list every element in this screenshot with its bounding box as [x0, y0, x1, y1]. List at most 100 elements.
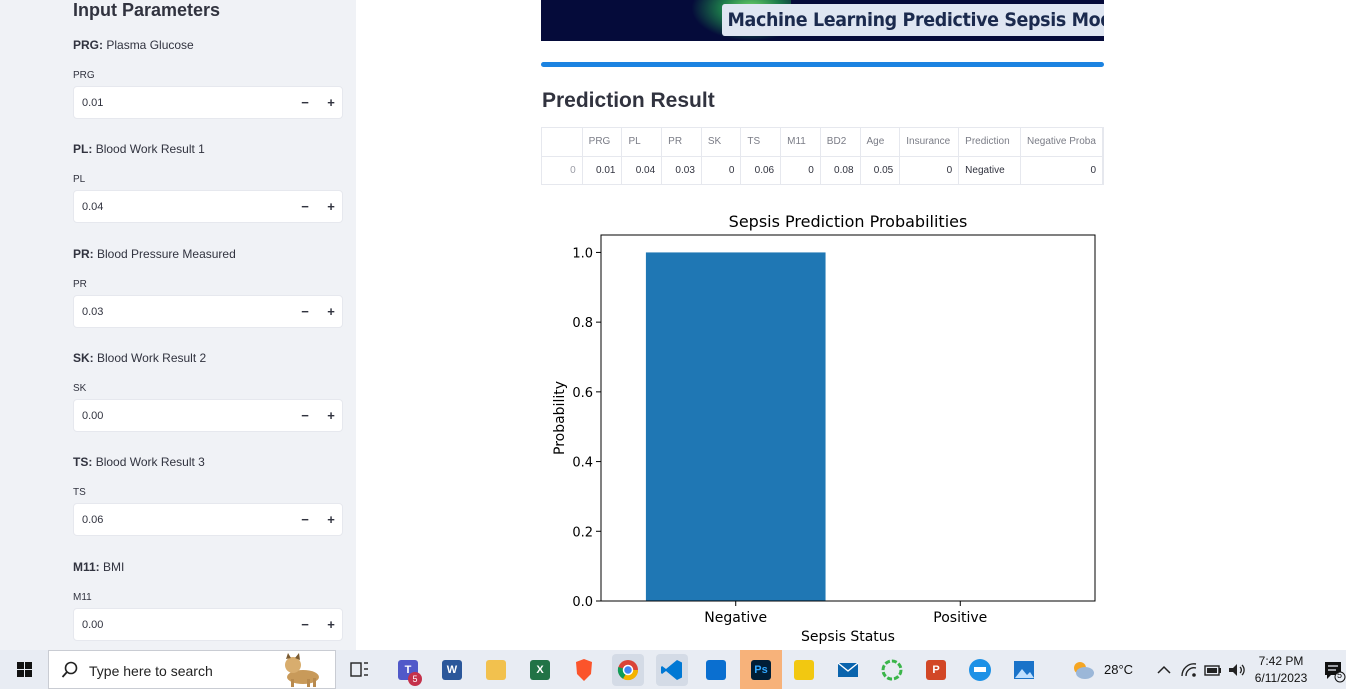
vscode-icon[interactable]: [656, 654, 688, 686]
sepsis-probability-chart: Sepsis Prediction Probabilities 0.0 0.2 0.4…: [552, 212, 1096, 645]
file-explorer-icon[interactable]: [480, 654, 512, 686]
increment-button[interactable]: +: [327, 304, 335, 319]
param-m11: M11: BMI M11 0.00 − +: [73, 560, 343, 650]
prediction-dataframe[interactable]: PRG PL PR SK TS M11 BD2 Age Insurance Pr…: [541, 127, 1104, 185]
y-tick-label: 0.8: [572, 316, 593, 331]
table-cell[interactable]: 0.01: [582, 156, 623, 184]
table-cell[interactable]: 0: [780, 156, 821, 184]
x-tick-label: Positive: [933, 610, 987, 626]
chart-title: Sepsis Prediction Probabilities: [729, 212, 968, 231]
column-header[interactable]: M11: [780, 128, 821, 157]
decrement-button[interactable]: −: [301, 512, 309, 527]
param-description: PRG: Plasma Glucose: [73, 38, 194, 52]
sk-number-input[interactable]: 0.00 − +: [73, 399, 343, 432]
param-pl: PL: Blood Work Result 1 PL 0.04 − +: [73, 142, 343, 246]
excel-icon[interactable]: X: [524, 654, 556, 686]
param-sk: SK: Blood Work Result 2 SK 0.00 − +: [73, 351, 343, 455]
y-tick-label: 1.0: [572, 246, 593, 261]
increment-button[interactable]: +: [327, 199, 335, 214]
powerpoint-icon[interactable]: P: [920, 654, 952, 686]
divider: [541, 62, 1104, 67]
table-cell[interactable]: 0: [1020, 156, 1103, 184]
chrome-icon[interactable]: [612, 654, 644, 686]
decrement-button[interactable]: −: [301, 408, 309, 423]
input-value[interactable]: 0.00: [82, 410, 104, 422]
wifi-icon[interactable]: [1180, 662, 1198, 678]
pr-number-input[interactable]: 0.03 − +: [73, 295, 343, 328]
prediction-result-heading: Prediction Result: [542, 89, 715, 112]
weather-icon[interactable]: [1070, 658, 1096, 682]
increment-button[interactable]: +: [327, 95, 335, 110]
photoshop-icon[interactable]: Ps: [740, 650, 782, 689]
column-header[interactable]: BD2: [820, 128, 861, 157]
column-header[interactable]: Prediction: [958, 128, 1021, 157]
weather-temperature[interactable]: 28°C: [1104, 662, 1134, 677]
microsoft-store-icon[interactable]: [700, 654, 732, 686]
pl-number-input[interactable]: 0.04 − +: [73, 190, 343, 223]
table-cell[interactable]: 0.04: [621, 156, 663, 184]
chevron-up-icon[interactable]: [1156, 663, 1172, 677]
column-header[interactable]: PRG: [582, 128, 623, 157]
docker-icon[interactable]: [964, 654, 996, 686]
param-pr: PR: Blood Pressure Measured PR 0.03 − +: [73, 247, 343, 351]
increment-button[interactable]: +: [327, 512, 335, 527]
param-prg: PRG: Plasma Glucose PRG 0.01 − +: [73, 38, 343, 142]
clock-time[interactable]: 7:42 PM: [1258, 654, 1304, 668]
column-header[interactable]: Negative Proba: [1020, 128, 1103, 157]
clock-date[interactable]: 6/11/2023: [1254, 671, 1308, 685]
power-bi-icon[interactable]: [788, 654, 820, 686]
table-cell[interactable]: 0.08: [820, 156, 861, 184]
notification-center-icon[interactable]: [1322, 659, 1346, 683]
system-clock[interactable]: 7:42 PM 6/11/2023: [1250, 653, 1312, 687]
mail-icon[interactable]: [832, 654, 864, 686]
increment-button[interactable]: +: [327, 408, 335, 423]
input-value[interactable]: 0.04: [82, 201, 104, 213]
search-highlight-lynx-icon: [285, 653, 319, 687]
decrement-button[interactable]: −: [301, 95, 309, 110]
y-tick-label: 0.2: [572, 525, 593, 540]
x-axis-label: Sepsis Status: [801, 629, 895, 645]
column-header[interactable]: [542, 128, 583, 157]
taskbar-search-box[interactable]: Type here to search: [48, 650, 336, 689]
volume-icon[interactable]: [1227, 662, 1247, 678]
prg-number-input[interactable]: 0.01 − +: [73, 86, 343, 119]
column-header[interactable]: SK: [701, 128, 742, 157]
word-icon[interactable]: W: [436, 654, 468, 686]
teams-icon[interactable]: T 5: [392, 654, 424, 686]
param-label: TS: [73, 487, 86, 498]
decrement-button[interactable]: −: [301, 304, 309, 319]
table-cell[interactable]: 0: [899, 156, 960, 184]
input-value[interactable]: 0.03: [82, 306, 104, 318]
windows-logo-icon[interactable]: [0, 650, 48, 689]
task-view-icon[interactable]: [348, 659, 370, 681]
search-placeholder[interactable]: Type here to search: [89, 663, 213, 679]
column-header[interactable]: PR: [661, 128, 702, 157]
input-value[interactable]: 0.00: [82, 619, 104, 631]
table-cell[interactable]: 0.03: [661, 156, 702, 184]
windows-start-button[interactable]: [0, 650, 48, 689]
y-tick-label: 0.4: [572, 456, 593, 471]
column-header[interactable]: Age: [860, 128, 901, 157]
input-value[interactable]: 0.01: [82, 97, 104, 109]
brave-browser-icon[interactable]: [568, 654, 600, 686]
param-description: M11: BMI: [73, 560, 125, 574]
input-value[interactable]: 0.06: [82, 514, 104, 526]
column-header[interactable]: TS: [740, 128, 782, 157]
table-cell[interactable]: 0.05: [860, 156, 901, 184]
row-index[interactable]: 0: [542, 156, 583, 184]
table-cell[interactable]: 0: [701, 156, 742, 184]
table-cell[interactable]: Negative: [958, 156, 1021, 184]
decrement-button[interactable]: −: [301, 199, 309, 214]
battery-icon[interactable]: [1203, 662, 1223, 678]
column-header[interactable]: Insurance: [899, 128, 960, 157]
ts-number-input[interactable]: 0.06 − +: [73, 503, 343, 536]
photos-icon[interactable]: [1008, 654, 1040, 686]
y-axis-label: Probability: [552, 381, 568, 455]
decrement-button[interactable]: −: [301, 617, 309, 632]
app-ring-icon[interactable]: [876, 654, 908, 686]
increment-button[interactable]: +: [327, 617, 335, 632]
table-cell[interactable]: 0.06: [740, 156, 782, 184]
plot-frame: [600, 234, 1096, 602]
m11-number-input[interactable]: 0.00 − +: [73, 608, 343, 641]
column-header[interactable]: PL: [621, 128, 663, 157]
